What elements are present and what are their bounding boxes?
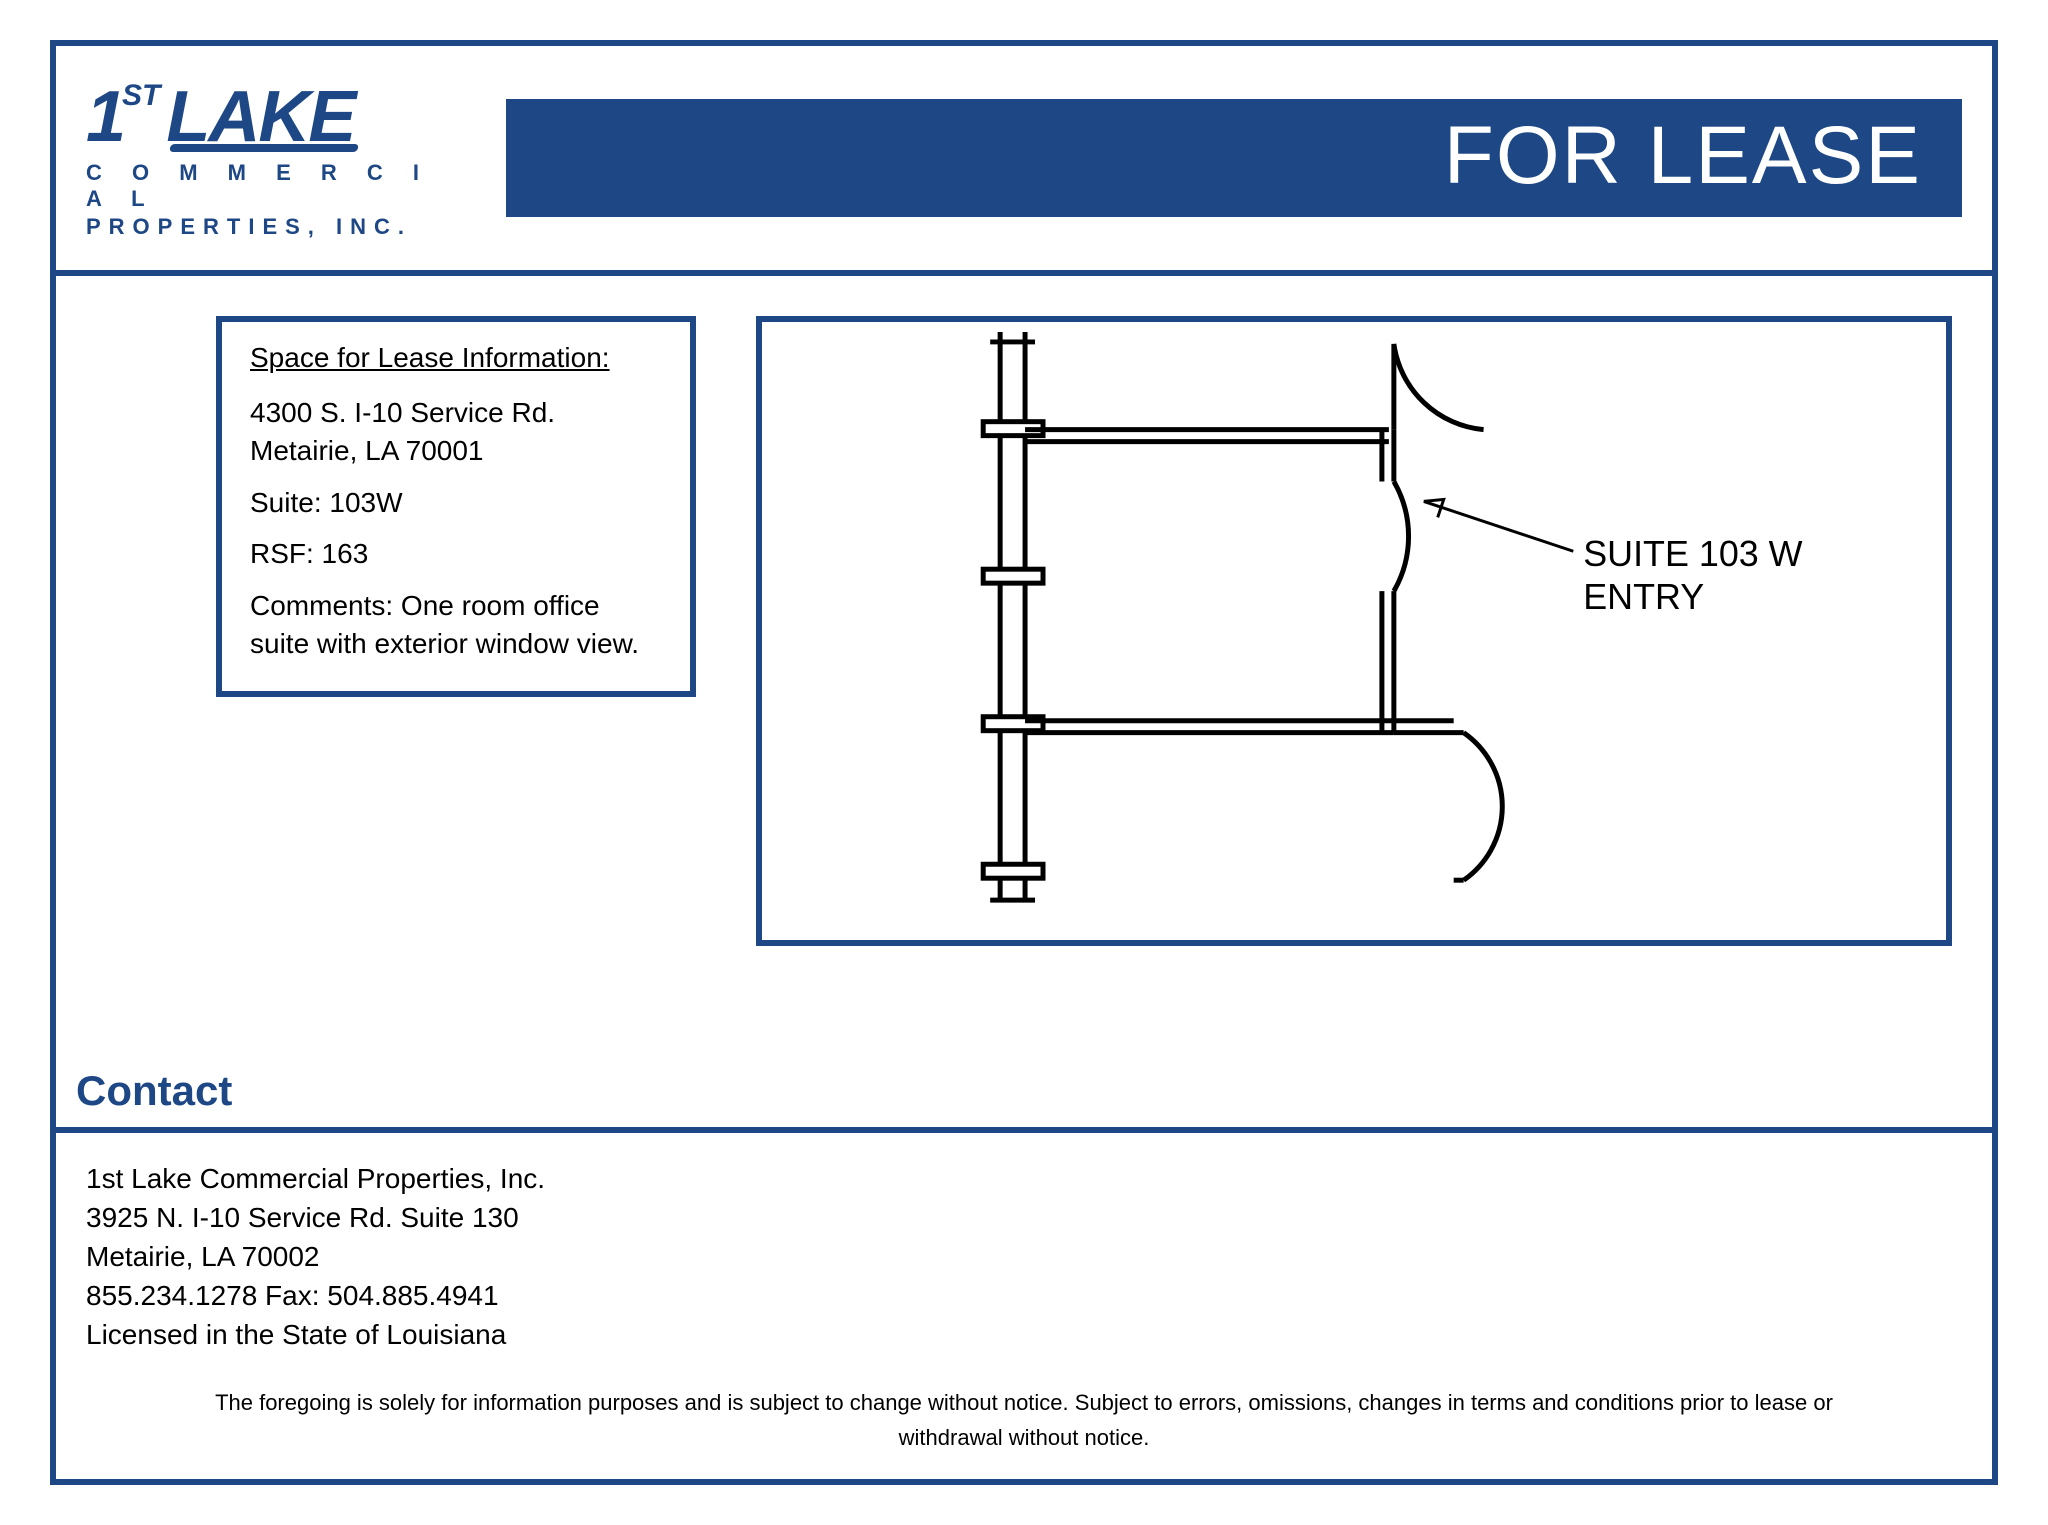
body-section: Space for Lease Information: 4300 S. I-1… bbox=[56, 276, 1992, 1133]
company-logo: 1 ST LAKE C O M M E R C I A L PROPERTIES… bbox=[86, 76, 446, 240]
logo-subtitle-1: C O M M E R C I A L bbox=[86, 160, 446, 212]
info-address: 4300 S. I-10 Service Rd. Metairie, LA 70… bbox=[250, 394, 662, 470]
logo-subtitle-2: PROPERTIES, INC. bbox=[86, 214, 446, 240]
contact-line-3: Metairie, LA 70002 bbox=[86, 1237, 1962, 1276]
floorplan-label-2: ENTRY bbox=[1583, 577, 1704, 617]
disclaimer-text: The foregoing is solely for information … bbox=[56, 1365, 1992, 1479]
logo-lake: LAKE bbox=[166, 76, 354, 158]
info-suite: Suite: 103W bbox=[250, 484, 662, 522]
floorplan-label-1: SUITE 103 W bbox=[1583, 534, 1802, 574]
floor-plan-box: SUITE 103 W ENTRY bbox=[756, 316, 1952, 946]
contact-line-4: 855.234.1278 Fax: 504.885.4941 bbox=[86, 1276, 1962, 1315]
contact-heading: Contact bbox=[76, 1067, 232, 1115]
floor-plan-svg: SUITE 103 W ENTRY bbox=[762, 322, 1946, 940]
info-comments: Comments: One room office suite with ext… bbox=[250, 587, 662, 663]
lease-info-box: Space for Lease Information: 4300 S. I-1… bbox=[216, 316, 696, 697]
contact-line-1: 1st Lake Commercial Properties, Inc. bbox=[86, 1159, 1962, 1198]
contact-line-2: 3925 N. I-10 Service Rd. Suite 130 bbox=[86, 1198, 1962, 1237]
contact-section: 1st Lake Commercial Properties, Inc. 392… bbox=[56, 1133, 1992, 1365]
logo-1: 1 bbox=[86, 81, 124, 153]
header-row: 1 ST LAKE C O M M E R C I A L PROPERTIES… bbox=[56, 46, 1992, 276]
logo-wordmark: 1 ST LAKE bbox=[86, 76, 446, 158]
info-address-line1: 4300 S. I-10 Service Rd. bbox=[250, 397, 555, 428]
info-address-line2: Metairie, LA 70001 bbox=[250, 435, 484, 466]
info-rsf: RSF: 163 bbox=[250, 535, 662, 573]
for-lease-banner: FOR LEASE bbox=[506, 99, 1962, 217]
document-frame: 1 ST LAKE C O M M E R C I A L PROPERTIES… bbox=[50, 40, 1998, 1485]
info-title: Space for Lease Information: bbox=[250, 342, 662, 374]
logo-st: ST bbox=[122, 79, 160, 113]
contact-line-5: Licensed in the State of Louisiana bbox=[86, 1315, 1962, 1354]
